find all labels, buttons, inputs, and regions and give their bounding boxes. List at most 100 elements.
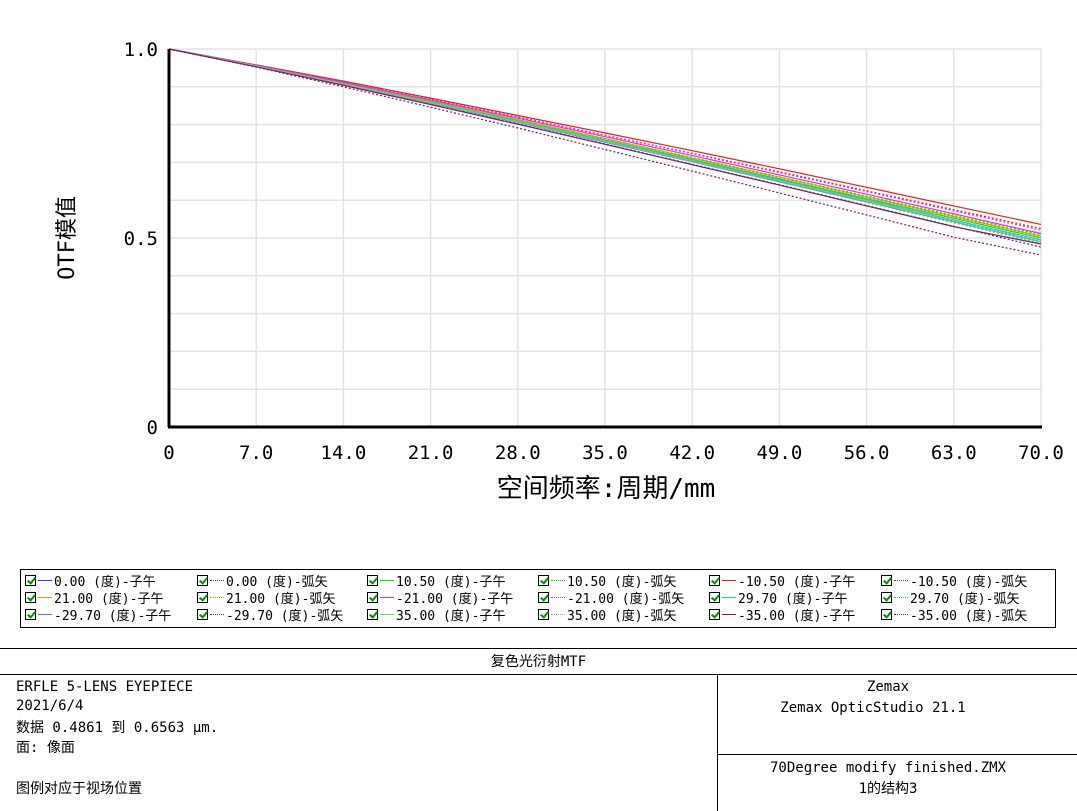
- series-layer: [168, 48, 1042, 256]
- legend-label: 10.50 (度)-子午: [396, 575, 506, 590]
- legend-label: -21.00 (度)-子午: [396, 592, 514, 607]
- series-line-4: [168, 48, 1042, 225]
- y-axis-label: OTF模值: [55, 196, 80, 280]
- legend-note: 图例对应于视场位置: [16, 781, 142, 797]
- legend-item[interactable]: -35.00 (度)-弧矢: [881, 606, 1027, 624]
- legend-swatch: [551, 580, 565, 581]
- legend-label: 10.50 (度)-弧矢: [567, 575, 677, 590]
- configuration: 1的结构3: [858, 781, 918, 797]
- legend-item[interactable]: -29.70 (度)-子午: [25, 606, 172, 624]
- y-tick-label: 0.5: [124, 228, 158, 250]
- legend-item[interactable]: -21.00 (度)-子午: [367, 589, 514, 607]
- checkbox-icon[interactable]: [197, 592, 208, 603]
- footer-right-divider: [717, 754, 1077, 755]
- legend-swatch: [38, 614, 52, 615]
- legend-label: -10.50 (度)-子午: [738, 575, 856, 590]
- footer-top-divider: [0, 648, 1077, 649]
- checkbox-icon[interactable]: [709, 575, 720, 586]
- legend-swatch: [38, 597, 52, 598]
- legend-item[interactable]: 0.00 (度)-弧矢: [197, 572, 328, 590]
- legend-item[interactable]: 0.00 (度)-子午: [25, 572, 156, 590]
- checkbox-icon[interactable]: [25, 609, 36, 620]
- legend-swatch: [210, 597, 224, 598]
- legend-item[interactable]: -29.70 (度)-弧矢: [197, 606, 344, 624]
- checkbox-icon[interactable]: [538, 592, 549, 603]
- legend-label: 0.00 (度)-子午: [54, 575, 156, 590]
- checkbox-icon[interactable]: [538, 609, 549, 620]
- legend-swatch: [380, 597, 394, 598]
- legend-label: -29.70 (度)-弧矢: [226, 609, 344, 624]
- y-tick-label: 1.0: [124, 39, 158, 61]
- legend-swatch: [551, 597, 565, 598]
- checkbox-icon[interactable]: [709, 592, 720, 603]
- legend-label: -10.50 (度)-弧矢: [910, 575, 1028, 590]
- legend-item[interactable]: -21.00 (度)-弧矢: [538, 589, 685, 607]
- legend-swatch: [380, 614, 394, 615]
- legend-item[interactable]: 21.00 (度)-弧矢: [197, 589, 335, 607]
- checkbox-icon[interactable]: [197, 609, 208, 620]
- legend-swatch: [722, 580, 736, 581]
- surface-info: 面: 像面: [16, 740, 75, 756]
- legend-label: -29.70 (度)-子午: [54, 609, 172, 624]
- x-axis-label: 空间频率:周期/mm: [497, 474, 716, 504]
- legend-swatch: [210, 580, 224, 581]
- legend-swatch: [38, 580, 52, 581]
- legend-swatch: [722, 614, 736, 615]
- legend-item[interactable]: 21.00 (度)-子午: [25, 589, 163, 607]
- legend-item[interactable]: 35.00 (度)-弧矢: [538, 606, 677, 624]
- legend-swatch: [210, 614, 224, 615]
- legend-item[interactable]: -35.00 (度)-子午: [709, 606, 856, 624]
- software-version: Zemax OpticStudio 21.1: [780, 700, 966, 716]
- series-line-15: [168, 48, 1042, 244]
- x-tick-label: 7.0: [239, 442, 273, 464]
- legend-item[interactable]: 35.00 (度)-子午: [367, 606, 506, 624]
- x-tick-label: 70.0: [1018, 442, 1064, 464]
- checkbox-icon[interactable]: [881, 592, 892, 603]
- series-line-16: [168, 48, 1042, 245]
- x-tick-label: 49.0: [757, 442, 803, 464]
- legend-item[interactable]: 29.70 (度)-弧矢: [881, 589, 1020, 607]
- checkbox-icon[interactable]: [709, 609, 720, 620]
- tick-labels: 0 7.0 14.0 21.0 28.0 35.0 42.0 49.0 56.0 63.0 70.0…: [124, 39, 1064, 464]
- legend-item[interactable]: -10.50 (度)-子午: [709, 572, 856, 590]
- company-name: Zemax: [866, 679, 910, 695]
- legend-label: 29.70 (度)-弧矢: [910, 592, 1020, 607]
- footer-vertical-divider: [717, 674, 718, 811]
- legend-item[interactable]: 10.50 (度)-子午: [367, 572, 506, 590]
- checkbox-icon[interactable]: [367, 575, 378, 586]
- legend-label: 29.70 (度)-子午: [738, 592, 848, 607]
- lens-name: ERFLE 5-LENS EYEPIECE: [16, 679, 194, 695]
- wavelength-range: 数据 0.4861 到 0.6563 μm.: [16, 720, 219, 736]
- file-name: 70Degree modify finished.ZMX: [769, 760, 1006, 776]
- legend-swatch: [894, 597, 908, 598]
- mtf-chart: 0 7.0 14.0 21.0 28.0 35.0 42.0 49.0 56.0 63.0 70.0…: [55, 39, 1064, 504]
- analysis-date: 2021/6/4: [16, 698, 84, 714]
- checkbox-icon[interactable]: [538, 575, 549, 586]
- y-tick-label: 0: [147, 417, 158, 439]
- x-tick-label: 21.0: [408, 442, 454, 464]
- checkbox-icon[interactable]: [367, 609, 378, 620]
- legend-label: -21.00 (度)-弧矢: [567, 592, 685, 607]
- footer-title: 复色光衍射MTF: [490, 654, 587, 670]
- legend-item[interactable]: -10.50 (度)-弧矢: [881, 572, 1028, 590]
- footer-mid-divider: [0, 674, 1077, 675]
- series-line-17: [168, 48, 1042, 256]
- legend-swatch: [551, 614, 565, 615]
- x-tick-label: 35.0: [582, 442, 628, 464]
- checkbox-icon[interactable]: [367, 592, 378, 603]
- legend-swatch: [380, 580, 394, 581]
- legend-swatch: [722, 597, 736, 598]
- checkbox-icon[interactable]: [197, 575, 208, 586]
- legend-label: 35.00 (度)-子午: [396, 609, 506, 624]
- legend-item[interactable]: 29.70 (度)-子午: [709, 589, 848, 607]
- checkbox-icon[interactable]: [25, 592, 36, 603]
- checkbox-icon[interactable]: [25, 575, 36, 586]
- legend-label: -35.00 (度)-子午: [738, 609, 856, 624]
- legend-label: 35.00 (度)-弧矢: [567, 609, 677, 624]
- x-tick-label: 56.0: [844, 442, 890, 464]
- legend-label: 0.00 (度)-弧矢: [226, 575, 328, 590]
- checkbox-icon[interactable]: [881, 609, 892, 620]
- legend: 0.00 (度)-子午 0.00 (度)-弧矢 10.50 (度)-子午 10.50 …: [20, 569, 1056, 628]
- checkbox-icon[interactable]: [881, 575, 892, 586]
- legend-item[interactable]: 10.50 (度)-弧矢: [538, 572, 677, 590]
